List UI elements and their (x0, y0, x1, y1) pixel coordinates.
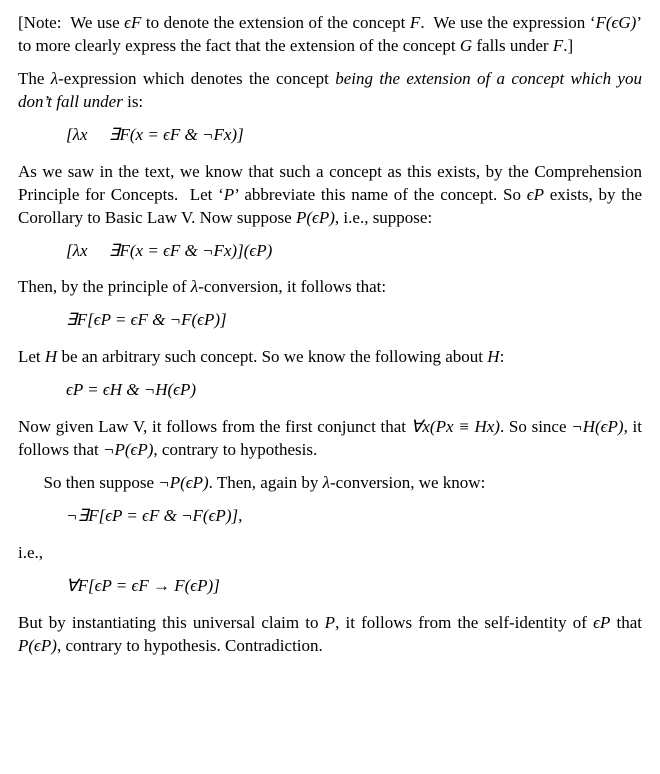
text: . So since (500, 417, 571, 436)
math-forall: ∀x(Px ≡ Hx) (411, 417, 500, 436)
math-eP: ϵP (593, 613, 610, 632)
math-F2: F (553, 36, 563, 55)
formula-6: ∀F[ϵP = ϵF → F(ϵP)] (66, 575, 642, 598)
paragraph-2: As we saw in the text, we know that such… (18, 161, 642, 230)
text: , contrary to hypothesis. (153, 440, 317, 459)
text: be an arbitrary such concept. So we know… (57, 347, 487, 366)
text: So then suppose (44, 473, 159, 492)
text: , i.e., suppose: (335, 208, 432, 227)
math-FeG: F(ϵG) (596, 13, 637, 32)
math-F: F (410, 13, 420, 32)
text: Let (18, 347, 45, 366)
paragraph-6: So then suppose ¬P(ϵP). Then, again by λ… (18, 472, 642, 495)
math-P: P (224, 185, 234, 204)
formula-3: ∃F[ϵP = ϵF & ¬F(ϵP)] (66, 309, 642, 332)
math-notP: ¬P(ϵP) (158, 473, 208, 492)
note-paragraph: [Note: We use ϵF to denote the extension… (18, 12, 642, 58)
text: is: (123, 92, 143, 111)
text: , contrary to hypothesis. Contradiction. (57, 636, 323, 655)
text: falls under (472, 36, 553, 55)
text: The (18, 69, 51, 88)
text: , it follows from the self-identity of (335, 613, 593, 632)
formula-1: [λx ∃F(x = ϵF & ¬Fx)] (66, 124, 642, 147)
math-notP: ¬P(ϵP) (103, 440, 153, 459)
text: . Then, again by (209, 473, 323, 492)
lambda: λ (323, 473, 330, 492)
math-H: H (45, 347, 57, 366)
text: Then, by the principle of (18, 277, 191, 296)
text: .] (563, 36, 573, 55)
text: But by instantiating this universal clai… (18, 613, 325, 632)
paragraph-5: Now given Law V, it follows from the fir… (18, 416, 642, 462)
paragraph-7: i.e., (18, 542, 642, 565)
formula-2: [λx ∃F(x = ϵF & ¬Fx)](ϵP) (66, 240, 642, 263)
math-PeP: P(ϵP) (18, 636, 57, 655)
paragraph-8: But by instantiating this universal clai… (18, 612, 642, 658)
formula-5: ¬∃F[ϵP = ϵF & ¬F(ϵP)], (66, 505, 642, 528)
text: [Note: We use (18, 13, 124, 32)
math-G: G (460, 36, 472, 55)
math-P: P (325, 613, 335, 632)
text: -conversion, we know: (330, 473, 485, 492)
text: Now given Law V, it follows from the fir… (18, 417, 411, 436)
formula-4: ϵP = ϵH & ¬H(ϵP) (66, 379, 642, 402)
text: to denote the extension of the concept (141, 13, 410, 32)
text: that (610, 613, 642, 632)
math-eF: ϵF (124, 13, 141, 32)
text: ’ abbreviate this name of the concept. S… (234, 185, 527, 204)
paragraph-1: The λ-expression which denotes the conce… (18, 68, 642, 114)
text: . We use the expression ‘ (420, 13, 595, 32)
paragraph-4: Let H be an arbitrary such concept. So w… (18, 346, 642, 369)
text: -conversion, it follows that: (198, 277, 386, 296)
math-PeP: P(ϵP) (296, 208, 335, 227)
paragraph-3: Then, by the principle of λ-conversion, … (18, 276, 642, 299)
math-eP: ϵP (527, 185, 544, 204)
text: -expression which denotes the concept (58, 69, 335, 88)
math-notH: ¬H(ϵP) (571, 417, 623, 436)
text: : (500, 347, 505, 366)
math-H2: H (487, 347, 499, 366)
